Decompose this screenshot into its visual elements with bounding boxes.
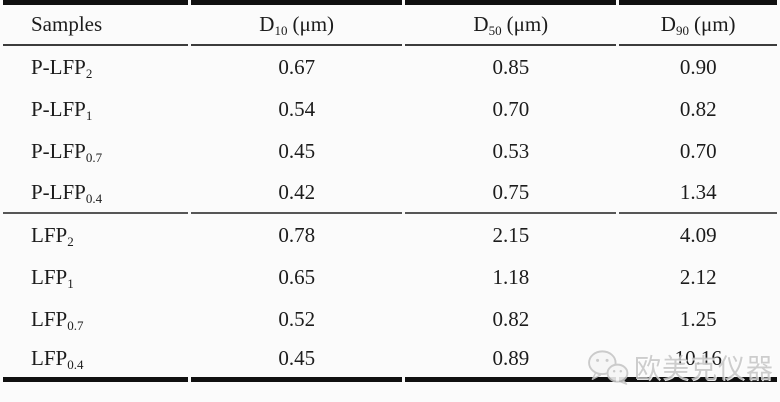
table-row: LFP0.7 0.52 0.82 1.25 [3,298,777,340]
sample-name: LFP [31,264,68,289]
sample-name-cell: LFP0.7 [3,298,188,340]
samples-header-label: Samples [31,12,103,36]
sample-name-sub: 0.7 [67,317,84,333]
sample-name-cell: LFP1 [3,256,188,298]
d90-value-cell: 1.25 [679,306,717,331]
sample-name: P-LFP [31,54,86,79]
d90-value-cell: 4.09 [679,222,717,247]
d90-value-cell: 0.70 [679,138,717,163]
d10-value-cell: 0.45 [191,340,403,382]
d10-value-cell: 0.78 [278,222,316,247]
particle-size-table: Samples D10 (μm) D50 (μm) D90 (μm) P-LFP2 0… [3,0,777,382]
d50-header-unit: (μm) [506,12,549,36]
d90-value-cell: 10.16 [619,340,777,382]
table-row: P-LFP1 0.54 0.70 0.82 [3,88,777,130]
sample-name-sub: 0.4 [67,357,84,372]
d50-header-sub: 50 [488,23,502,38]
sample-name-cell: P-LFP2 [3,46,188,88]
sample-name-sub: 0.7 [85,149,103,165]
d10-value-cell: 0.65 [278,264,316,289]
d10-value-cell: 0.52 [278,306,316,331]
table-row: LFP2 0.78 2.15 4.09 [3,214,777,256]
table-row: P-LFP0.4 0.42 0.75 1.34 [3,172,777,214]
d10-header-sub: 10 [274,23,288,38]
d50-value-cell: 0.70 [492,96,530,121]
sample-name-sub: 1 [85,107,93,123]
col-header-d90: D90 (μm) [619,0,777,46]
d50-header-base: D [473,12,489,36]
sample-name: P-LFP [31,179,86,204]
d50-value-cell: 0.82 [492,306,530,331]
d10-header-base: D [259,12,275,36]
d90-value-cell: 0.82 [679,96,717,121]
d50-value-cell: 1.18 [492,264,530,289]
d50-value-cell: 0.53 [492,138,530,163]
d90-header-base: D [660,12,676,36]
sample-name-cell: P-LFP0.4 [3,172,189,214]
d90-value-cell: 0.90 [679,54,717,79]
sample-name: P-LFP [31,96,86,121]
d50-value-cell: 0.75 [405,172,617,214]
header-row: Samples D10 (μm) D50 (μm) D90 (μm) [3,0,777,46]
d10-value-cell: 0.45 [278,138,316,163]
sample-name-cell: P-LFP0.7 [3,130,188,172]
sample-name: LFP [31,222,68,247]
col-header-samples: Samples [3,0,189,46]
d10-header-unit: (μm) [292,12,335,36]
sample-name-sub: 0.4 [85,190,103,206]
sample-name: LFP [31,346,68,370]
table-row: P-LFP2 0.67 0.85 0.90 [3,46,777,88]
d90-value-cell: 1.34 [619,172,777,214]
sample-name: LFP [31,306,68,331]
d90-header-unit: (μm) [693,12,736,36]
d50-value-cell: 0.89 [405,340,617,382]
sample-name: P-LFP [31,138,86,163]
col-header-d10: D10 (μm) [191,0,403,46]
table-row: P-LFP0.7 0.45 0.53 0.70 [3,130,777,172]
sample-name-cell: P-LFP1 [3,88,188,130]
table-row: LFP1 0.65 1.18 2.12 [3,256,777,298]
sample-name-sub: 1 [67,275,74,291]
d10-value-cell: 0.54 [278,96,316,121]
d50-value-cell: 0.85 [492,54,530,79]
d90-header-sub: 90 [675,23,689,38]
d10-value-cell: 0.42 [191,172,403,214]
sample-name-cell: LFP0.4 [3,340,189,382]
d10-value-cell: 0.67 [278,54,316,79]
sample-name-sub: 2 [85,65,93,81]
d50-value-cell: 2.15 [492,222,530,247]
d90-value-cell: 2.12 [679,264,717,289]
sample-name-cell: LFP2 [3,214,188,256]
table-row: LFP0.4 0.45 0.89 10.16 [3,340,777,382]
sample-name-sub: 2 [67,233,74,249]
col-header-d50: D50 (μm) [405,0,617,46]
